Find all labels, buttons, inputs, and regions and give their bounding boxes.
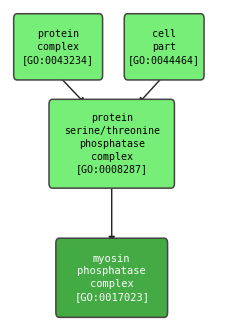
Text: cell
part
[GO:0044464]: cell part [GO:0044464] (128, 29, 199, 65)
FancyBboxPatch shape (49, 99, 174, 188)
Text: myosin
phosphatase
complex
[GO:0017023]: myosin phosphatase complex [GO:0017023] (74, 254, 148, 302)
Text: protein
complex
[GO:0043234]: protein complex [GO:0043234] (22, 29, 94, 65)
Text: protein
serine/threonine
phosphatase
complex
[GO:0008287]: protein serine/threonine phosphatase com… (63, 113, 159, 174)
FancyBboxPatch shape (14, 14, 102, 80)
FancyBboxPatch shape (124, 14, 203, 80)
FancyBboxPatch shape (56, 238, 167, 317)
